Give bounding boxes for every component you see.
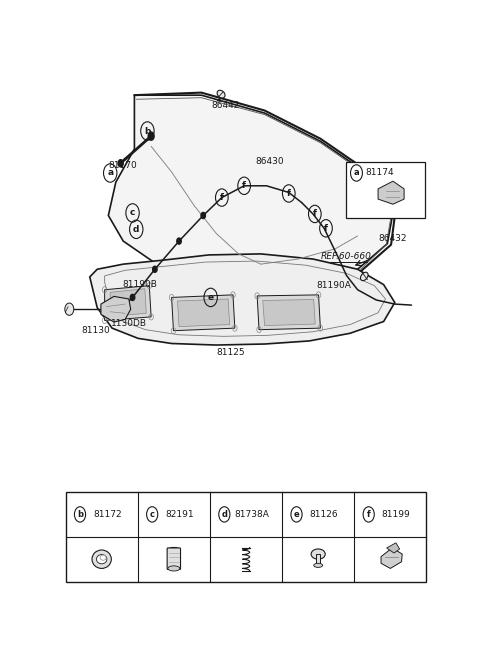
Text: f: f <box>367 510 371 519</box>
Polygon shape <box>101 297 131 322</box>
Text: d: d <box>221 510 228 519</box>
Text: b: b <box>77 510 83 519</box>
Polygon shape <box>178 299 229 327</box>
Text: 82191: 82191 <box>165 510 194 519</box>
Text: e: e <box>207 293 214 302</box>
Text: f: f <box>324 224 328 233</box>
Text: 81172: 81172 <box>93 510 122 519</box>
Text: 81126: 81126 <box>310 510 338 519</box>
Text: 81190B: 81190B <box>122 280 157 289</box>
Circle shape <box>148 132 154 140</box>
Polygon shape <box>378 181 404 204</box>
Text: 81130: 81130 <box>81 327 110 335</box>
Text: a: a <box>354 168 360 178</box>
Text: b: b <box>144 126 151 136</box>
FancyBboxPatch shape <box>167 548 180 569</box>
Text: REF.60-660: REF.60-660 <box>321 252 372 261</box>
Polygon shape <box>105 286 151 321</box>
Circle shape <box>201 212 205 219</box>
Bar <box>316 554 320 565</box>
Text: 81170: 81170 <box>109 162 138 170</box>
Text: 81190A: 81190A <box>316 281 351 290</box>
Text: f: f <box>313 209 317 219</box>
Text: 81738A: 81738A <box>234 510 269 519</box>
Text: c: c <box>150 510 155 519</box>
Ellipse shape <box>360 272 368 281</box>
Ellipse shape <box>92 550 111 569</box>
Text: 86430: 86430 <box>256 157 285 166</box>
Circle shape <box>65 303 74 315</box>
Circle shape <box>130 295 135 301</box>
Bar <box>66 492 426 582</box>
Text: c: c <box>130 208 135 217</box>
Circle shape <box>153 266 157 273</box>
Polygon shape <box>381 548 402 569</box>
Ellipse shape <box>100 555 106 560</box>
Polygon shape <box>172 295 235 331</box>
Text: 81174: 81174 <box>366 168 394 178</box>
Polygon shape <box>90 254 395 345</box>
Text: f: f <box>242 182 246 190</box>
Circle shape <box>177 238 181 244</box>
Circle shape <box>118 160 123 167</box>
Polygon shape <box>108 95 395 287</box>
Ellipse shape <box>168 547 180 553</box>
Text: 86442: 86442 <box>211 101 240 110</box>
Text: 81199: 81199 <box>382 510 410 519</box>
Ellipse shape <box>314 563 323 567</box>
Polygon shape <box>110 289 146 317</box>
Text: a: a <box>107 168 113 178</box>
Text: 81125: 81125 <box>217 348 245 356</box>
Text: e: e <box>294 510 300 519</box>
Text: 81174: 81174 <box>383 198 411 207</box>
Ellipse shape <box>217 90 225 98</box>
Bar <box>347 162 424 218</box>
Text: f: f <box>287 189 291 198</box>
Polygon shape <box>263 299 315 326</box>
Text: f: f <box>220 193 224 202</box>
Ellipse shape <box>168 566 180 571</box>
Polygon shape <box>386 543 400 553</box>
Text: 1130DB: 1130DB <box>111 319 147 328</box>
Text: d: d <box>133 225 140 234</box>
Ellipse shape <box>311 549 325 559</box>
Text: 86432: 86432 <box>379 234 407 243</box>
Ellipse shape <box>96 555 107 564</box>
Polygon shape <box>257 295 321 330</box>
